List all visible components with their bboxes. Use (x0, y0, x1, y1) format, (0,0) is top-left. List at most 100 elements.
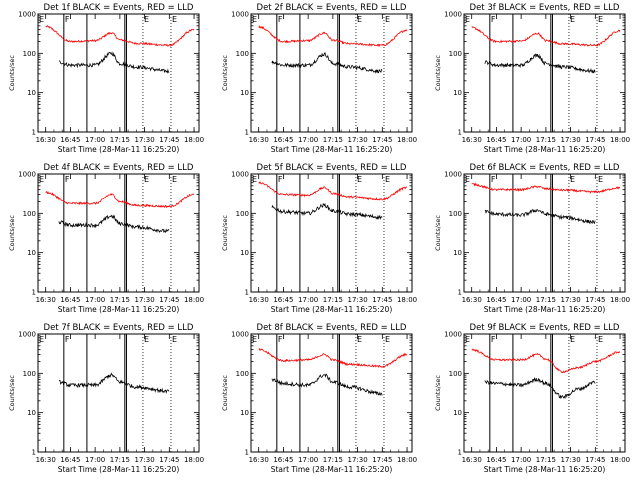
y-axis-label: Counts/sec (434, 375, 442, 411)
series-events (271, 373, 383, 396)
marker-label: F (491, 335, 496, 344)
y-tick-label: 10 (240, 409, 249, 417)
marker-label-start: E (465, 175, 470, 184)
x-tick-label: 17:00 (298, 136, 318, 144)
x-tick-label: 17:30 (135, 296, 155, 304)
series-lld (45, 25, 195, 48)
marker-label: E (598, 335, 603, 344)
x-tick-label: 17:30 (135, 136, 155, 144)
x-tick-label: 18:00 (184, 136, 204, 144)
x-tick-label: 17:30 (561, 136, 581, 144)
panel-title: Det 6f BLACK = Events, RED = LLD (470, 163, 620, 173)
marker-label: E (570, 15, 575, 24)
x-tick-label: 17:45 (585, 136, 605, 144)
marker-label: E (357, 335, 362, 344)
plot-frame (463, 173, 626, 293)
x-tick-label: 16:30 (462, 456, 482, 464)
x-tick-label: 16:30 (462, 136, 482, 144)
x-tick-label: 17:15 (110, 456, 130, 464)
x-tick-label: 18:00 (397, 296, 417, 304)
x-tick-label: 16:45 (273, 136, 293, 144)
x-tick-label: 17:45 (585, 296, 605, 304)
y-tick-label: 10 (240, 89, 249, 97)
marker-label: E (570, 175, 575, 184)
x-tick-label: 16:45 (60, 456, 80, 464)
x-axis-label: Start Time (28-Mar-11 16:25:20) (271, 145, 393, 154)
series-events (484, 209, 596, 225)
marker-label-start: E (39, 15, 44, 24)
x-tick-label: 16:45 (486, 136, 506, 144)
x-tick-label: 18:00 (610, 296, 630, 304)
x-tick-label: 18:00 (397, 136, 417, 144)
y-tick-label: 1 (458, 449, 462, 457)
y-tick-label: 1 (458, 289, 462, 297)
marker-label: E (357, 15, 362, 24)
x-axis-label: Start Time (28-Mar-11 16:25:20) (271, 305, 393, 314)
marker-label-start: E (465, 335, 470, 344)
marker-label: F (65, 15, 70, 24)
x-tick-label: 16:45 (486, 456, 506, 464)
y-tick-label: 10 (27, 409, 36, 417)
y-tick-label: 100 (23, 210, 36, 218)
plot-frame (250, 333, 413, 453)
x-tick-label: 17:00 (511, 456, 531, 464)
y-tick-label: 10 (240, 249, 249, 257)
panel-7: Det 7f BLACK = Events, RED = LLD Counts/s… (8, 323, 204, 474)
y-axis-label: Counts/sec (221, 215, 229, 251)
y-tick-label: 1000 (444, 171, 462, 179)
x-axis-label: Start Time (28-Mar-11 16:25:20) (271, 465, 393, 474)
x-tick-label: 17:00 (298, 456, 318, 464)
x-tick-label: 17:15 (536, 296, 556, 304)
panel-title: Det 9f BLACK = Events, RED = LLD (470, 323, 620, 333)
x-tick-label: 17:45 (585, 456, 605, 464)
x-tick-label: 17:00 (511, 136, 531, 144)
marker-label: E (598, 175, 603, 184)
x-tick-label: 16:30 (249, 296, 269, 304)
marker-label: E (144, 15, 149, 24)
y-tick-label: 1 (458, 129, 462, 137)
plot-frame (250, 173, 413, 293)
series-lld (258, 25, 408, 48)
series-lld (471, 348, 621, 374)
marker-label: E (172, 335, 177, 344)
y-tick-label: 100 (236, 370, 249, 378)
panel-title: Det 1f BLACK = Events, RED = LLD (44, 3, 194, 13)
x-tick-label: 16:45 (273, 456, 293, 464)
x-axis-label: Start Time (28-Mar-11 16:25:20) (484, 145, 606, 154)
y-tick-label: 100 (23, 50, 36, 58)
x-axis-label: Start Time (28-Mar-11 16:25:20) (58, 305, 180, 314)
marker-label: F (278, 335, 283, 344)
x-tick-label: 16:30 (249, 136, 269, 144)
series-events (58, 372, 170, 395)
marker-label-start: E (252, 15, 257, 24)
panel-3: Det 3f BLACK = Events, RED = LLD Counts/s… (434, 3, 630, 154)
panel-title: Det 4f BLACK = Events, RED = LLD (44, 163, 194, 173)
panel-title: Det 3f BLACK = Events, RED = LLD (470, 3, 620, 13)
y-tick-label: 100 (23, 370, 36, 378)
x-tick-label: 18:00 (184, 456, 204, 464)
marker-label-start: E (252, 335, 257, 344)
series-lld (258, 347, 408, 368)
x-tick-label: 17:45 (372, 136, 392, 144)
x-tick-label: 17:45 (159, 456, 179, 464)
y-tick-label: 10 (27, 249, 36, 257)
x-tick-label: 17:30 (561, 296, 581, 304)
y-axis-label: Counts/sec (434, 55, 442, 91)
x-tick-label: 18:00 (610, 456, 630, 464)
panel-title: Det 2f BLACK = Events, RED = LLD (257, 3, 407, 13)
marker-label: F (65, 335, 70, 344)
panel-2: Det 2f BLACK = Events, RED = LLD Counts/s… (221, 3, 417, 154)
plot-frame (463, 333, 626, 453)
x-tick-label: 16:45 (486, 296, 506, 304)
y-tick-label: 1000 (444, 11, 462, 19)
x-tick-label: 17:45 (372, 296, 392, 304)
y-axis-label: Counts/sec (8, 375, 16, 411)
marker-label: F (491, 175, 496, 184)
x-tick-label: 17:30 (348, 456, 368, 464)
x-tick-label: 17:30 (135, 456, 155, 464)
y-tick-label: 1 (245, 449, 249, 457)
y-tick-label: 1000 (18, 11, 36, 19)
x-axis-label: Start Time (28-Mar-11 16:25:20) (58, 145, 180, 154)
panel-8: Det 8f BLACK = Events, RED = LLD Counts/s… (221, 323, 417, 474)
marker-label: E (385, 15, 390, 24)
